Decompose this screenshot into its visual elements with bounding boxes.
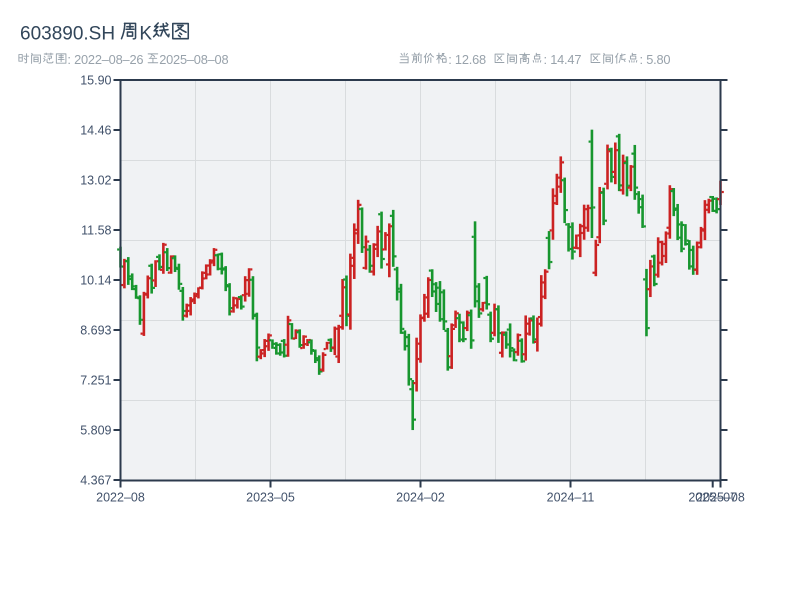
svg-text:2025–08: 2025–08 <box>696 491 745 505</box>
svg-text:2022–08: 2022–08 <box>96 491 145 505</box>
svg-text:10.14: 10.14 <box>80 273 111 287</box>
svg-text:603890.SH: 603890.SH <box>20 23 115 44</box>
svg-text:4.367: 4.367 <box>80 473 111 487</box>
svg-text:11.58: 11.58 <box>81 223 111 237</box>
svg-text:2025–07: 2025–07 <box>688 491 737 505</box>
svg-text:7.251: 7.251 <box>80 373 111 387</box>
svg-text:5.809: 5.809 <box>80 423 111 437</box>
svg-text:: 5.80: : 5.80 <box>640 52 671 67</box>
svg-text:: 12.68: : 12.68 <box>448 52 486 67</box>
svg-text:2024–02: 2024–02 <box>396 491 445 505</box>
svg-text:: 2022–08–26: : 2022–08–26 <box>67 52 143 67</box>
svg-text:2023–05: 2023–05 <box>246 491 295 505</box>
svg-text:15.90: 15.90 <box>80 73 111 87</box>
svg-text:8.693: 8.693 <box>80 323 111 337</box>
svg-text:13.02: 13.02 <box>80 173 111 187</box>
svg-text:14.46: 14.46 <box>80 123 111 137</box>
svg-text:: 14.47: : 14.47 <box>544 52 582 67</box>
svg-text:2024–11: 2024–11 <box>547 491 595 505</box>
svg-text:2025–08–08: 2025–08–08 <box>159 52 228 67</box>
svg-text:K: K <box>139 23 152 44</box>
